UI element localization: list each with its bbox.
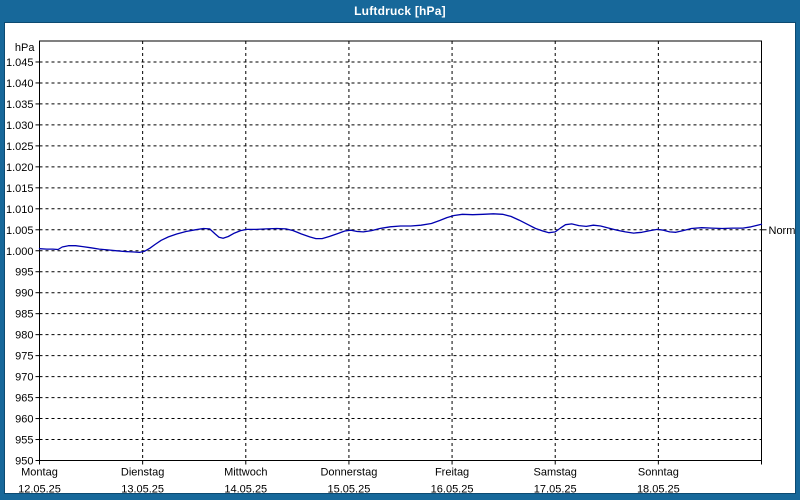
x-axis-date-label: 17.05.25 [534, 484, 577, 494]
y-axis-tick-label: 1.020 [6, 162, 34, 174]
x-axis-day-label: Montag [21, 467, 58, 479]
x-axis-date-label: 13.05.25 [121, 484, 164, 494]
y-axis-tick-label: 970 [15, 372, 33, 384]
y-axis-tick-label: 1.040 [6, 78, 34, 90]
x-axis-date-label: 15.05.25 [328, 484, 371, 494]
y-axis-tick-label: 1.035 [6, 99, 34, 111]
plot-border [39, 40, 762, 461]
title-bar: Luftdruck [hPa] [0, 0, 800, 22]
x-axis-date-label: 16.05.25 [431, 484, 474, 494]
y-axis-tick-label: 1.025 [6, 141, 34, 153]
x-axis-date-label: 12.05.25 [18, 484, 61, 494]
x-axis-date-label: 14.05.25 [224, 484, 267, 494]
y-axis-tick-label: 995 [15, 267, 33, 279]
y-axis-tick-label: 1.030 [6, 120, 34, 132]
x-axis-day-label: Mittwoch [224, 467, 267, 479]
x-axis-date-label: 18.05.25 [637, 484, 680, 494]
x-axis-day-label: Dienstag [121, 467, 164, 479]
y-axis-tick-label: 980 [15, 330, 33, 342]
x-axis-day-label: Donnerstag [320, 467, 377, 479]
y-axis-tick-label: 1.045 [6, 57, 34, 69]
axis-labels: 950 955 960 965 970 975 980 985 990 995 1.000 1.005… [6, 42, 800, 496]
gridlines [39, 41, 762, 461]
y-axis-tick-label: 950 [15, 456, 33, 468]
chart-panel: 950 955 960 965 970 975 980 985 990 995 1.000 1.005… [4, 22, 800, 496]
y-axis-unit-label: hPa [15, 42, 35, 54]
y-axis-tick-label: 1.000 [6, 246, 34, 258]
y-axis-tick-label: 960 [15, 414, 33, 426]
y-axis-tick-label: 1.005 [6, 225, 34, 237]
y-axis-tick-label: 975 [15, 351, 33, 363]
y-axis-tick-label: 965 [15, 393, 33, 405]
y-axis-tick-label: 1.010 [6, 204, 34, 216]
x-axis-day-label: Samstag [534, 467, 577, 479]
window-title: Luftdruck [hPa] [354, 4, 446, 18]
axes [35, 40, 767, 465]
pressure-chart: 950 955 960 965 970 975 980 985 990 995 1.000 1.005… [6, 40, 800, 496]
pressure-series-line [38, 213, 763, 254]
y-axis-tick-label: 955 [15, 435, 33, 447]
x-axis-day-label: Sonntag [638, 467, 679, 479]
normal-marker-label: Normal [769, 225, 796, 237]
y-axis-tick-label: 1.015 [6, 183, 34, 195]
y-axis-tick-label: 985 [15, 309, 33, 321]
x-axis-day-label: Freitag [435, 467, 469, 479]
y-axis-tick-label: 990 [15, 288, 33, 300]
